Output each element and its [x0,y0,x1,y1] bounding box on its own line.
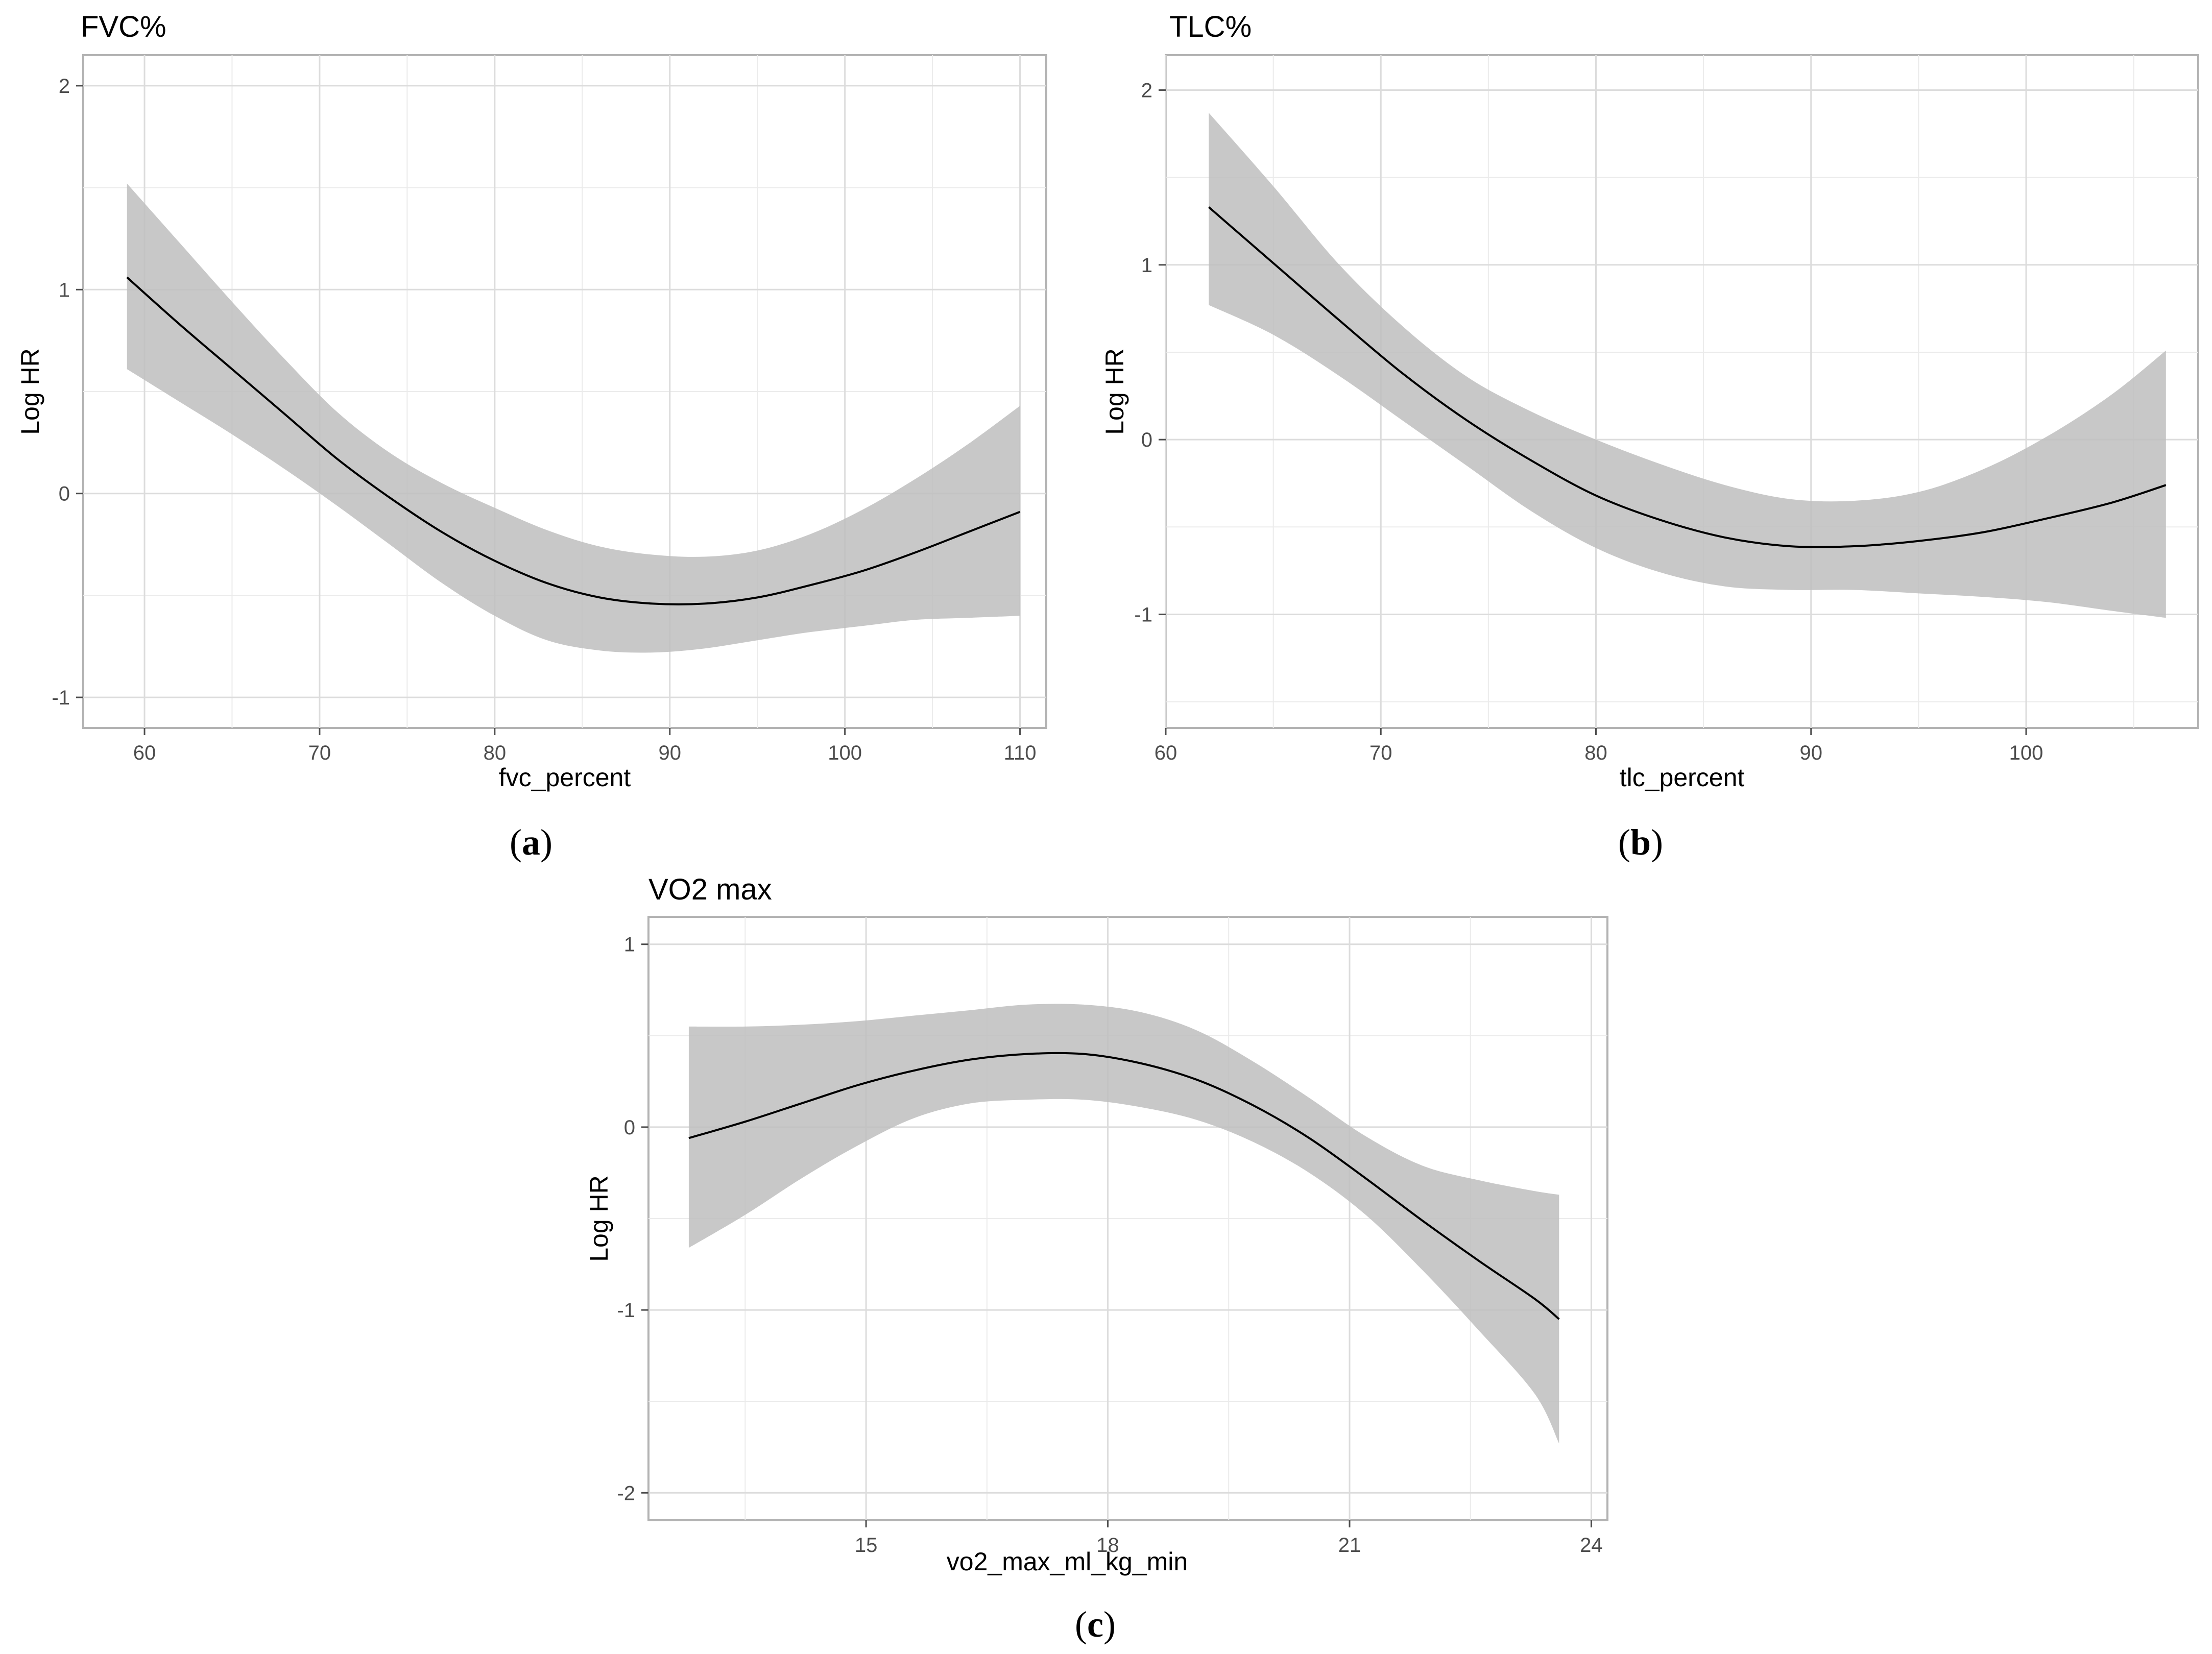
panel-c-x-tick-label: 15 [855,1534,878,1556]
panel-b-x-tick-label: 70 [1369,742,1392,764]
panel-b-title: TLC% [1169,10,1252,43]
panel-c-ticks: 15 18 21 24 -2 -1 0 1 [617,934,1602,1556]
panel-b: TLC% 60 70 80 90 100 -1 0 1 2 tlc_percent Log HR… [1100,10,2199,863]
panel-b-y-tick-label: 1 [1141,254,1152,277]
panel-b-y-axis-label: Log HR [1100,348,1129,435]
panel-b-x-tick-label: 60 [1155,742,1177,764]
panel-c-y-tick-label: 0 [624,1116,635,1139]
panel-c-x-tick-label: 24 [1580,1534,1603,1556]
panel-a-y-tick-label: -1 [52,687,70,709]
panel-b-ticks: 60 70 80 90 100 -1 0 1 2 [1134,79,2043,764]
panel-b-x-axis-label: tlc_percent [1620,763,1745,792]
panel-a-y-tick-label: 2 [59,75,70,98]
panel-c-caption: (c) [1075,1604,1116,1645]
panel-b-x-tick-label: 90 [1800,742,1823,764]
panel-b-x-tick-label: 80 [1584,742,1607,764]
panel-b-x-tick-label: 100 [2009,742,2043,764]
panel-b-grid [1165,55,2198,728]
panel-a-caption: (a) [510,822,552,863]
panel-a-caption-letter: a [522,822,540,863]
panel-c: VO2 max 15 18 21 24 -2 -1 0 1 vo2_max_ml_kg_min… [585,873,1608,1645]
panel-c-confidence-band [688,1004,1559,1444]
panel-b-y-tick-label: 0 [1141,429,1152,451]
panel-a: FVC% 60 70 80 90 100 110 -1 0 1 2 fvc_percent Log… [16,10,1047,863]
panel-a-x-tick-label: 110 [1004,742,1037,764]
panel-b-y-tick-label: -1 [1134,603,1152,626]
panel-c-x-tick-label: 21 [1338,1534,1361,1556]
panel-c-y-tick-label: 1 [624,934,635,956]
panel-a-y-tick-label: 0 [59,483,70,505]
panel-a-log-hr-curve [126,276,1021,605]
panel-a-y-tick-label: 1 [59,279,70,301]
panel-b-log-hr-curve [1208,206,2167,548]
panel-a-confidence-band [127,183,1020,653]
panel-b-plot-area [1165,54,2199,729]
panel-b-caption: (b) [1618,822,1663,863]
panel-c-caption-letter: c [1087,1604,1103,1645]
panel-c-x-tick-label: 18 [1096,1534,1119,1556]
panel-c-y-tick-label: -1 [617,1299,635,1322]
panel-a-x-tick-label: 80 [484,742,507,764]
panel-c-title: VO2 max [648,873,772,906]
panel-a-x-tick-label: 100 [828,742,862,764]
panel-c-y-axis-label: Log HR [585,1175,613,1262]
panel-c-y-tick-label: -2 [617,1482,635,1504]
panel-b-confidence-band [1209,113,2166,618]
panel-a-x-tick-label: 70 [308,742,331,764]
panel-a-ticks: 60 70 80 90 100 110 -1 0 1 2 [52,75,1036,764]
panel-a-y-axis-label: Log HR [16,348,44,435]
panel-a-x-axis-label: fvc_percent [499,763,631,792]
panel-c-x-axis-label: vo2_max_ml_kg_min [947,1547,1188,1576]
panel-a-title: FVC% [81,10,166,43]
panel-b-y-tick-label: 2 [1141,79,1152,102]
panel-b-caption-letter: b [1630,822,1651,863]
panel-c-log-hr-curve [688,1052,1560,1320]
panel-a-x-tick-label: 90 [658,742,681,764]
panel-a-x-tick-label: 60 [133,742,156,764]
